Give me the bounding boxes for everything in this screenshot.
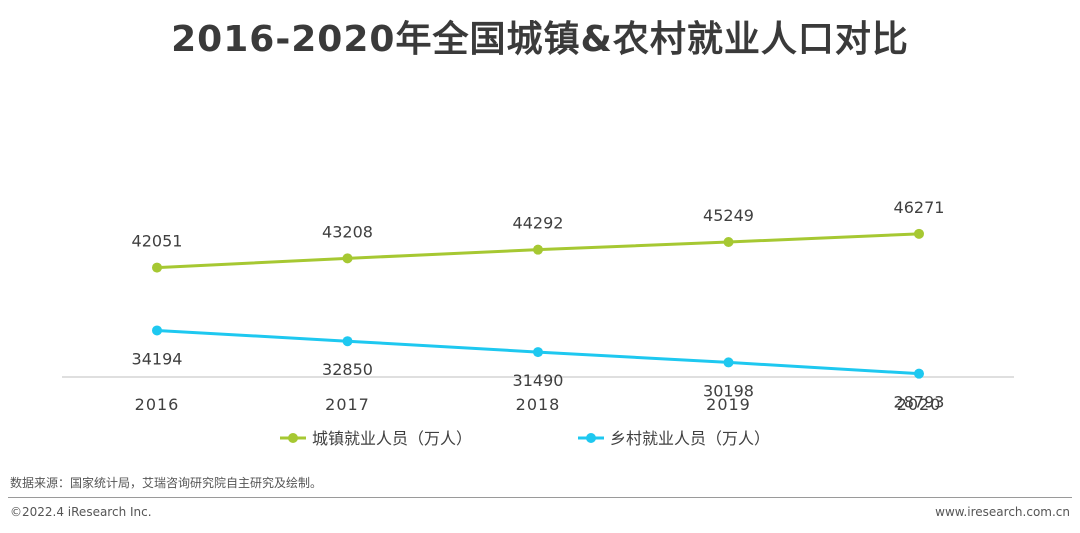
website-url: www.iresearch.com.cn xyxy=(935,505,1070,519)
data-point xyxy=(914,368,924,379)
legend-swatch-marker xyxy=(288,433,298,443)
data-label: 46271 xyxy=(894,198,945,217)
x-tick-label: 2017 xyxy=(325,395,370,414)
data-point xyxy=(914,228,924,239)
footer-divider xyxy=(8,497,1072,498)
legend-label: 城镇就业人员（万人） xyxy=(312,429,472,448)
data-point xyxy=(533,244,543,255)
data-label: 32850 xyxy=(322,360,373,379)
source-note: 数据来源：国家统计局，艾瑞咨询研究院自主研究及绘制。 xyxy=(10,476,323,490)
data-point xyxy=(723,357,734,368)
data-point xyxy=(723,237,734,248)
x-tick-label: 2019 xyxy=(706,395,751,414)
data-label: 30198 xyxy=(703,381,754,400)
data-label: 31490 xyxy=(513,371,564,390)
data-point xyxy=(152,325,162,336)
x-tick-label: 2016 xyxy=(135,395,180,414)
line-chart: 2016 2017 2018 2019 2020 42051 43208 44292 45249… xyxy=(62,198,1014,448)
data-label: 34194 xyxy=(132,349,183,368)
data-label: 43208 xyxy=(322,222,373,241)
data-label: 42051 xyxy=(132,232,183,251)
data-label: 44292 xyxy=(513,214,564,233)
legend-label: 乡村就业人员（万人） xyxy=(610,429,770,448)
data-label: 28793 xyxy=(894,393,945,412)
data-label: 45249 xyxy=(703,206,754,225)
legend-swatch-marker xyxy=(586,433,596,443)
chart-title: 2016-2020年全国城镇&农村就业人口对比 xyxy=(171,19,909,60)
data-point xyxy=(342,336,353,347)
data-point xyxy=(342,253,353,264)
copyright: ©2022.4 iResearch Inc. xyxy=(10,505,152,519)
data-point xyxy=(533,347,543,358)
x-tick-label: 2020 xyxy=(897,395,942,414)
x-tick-label: 2018 xyxy=(516,395,561,414)
data-point xyxy=(152,262,162,273)
